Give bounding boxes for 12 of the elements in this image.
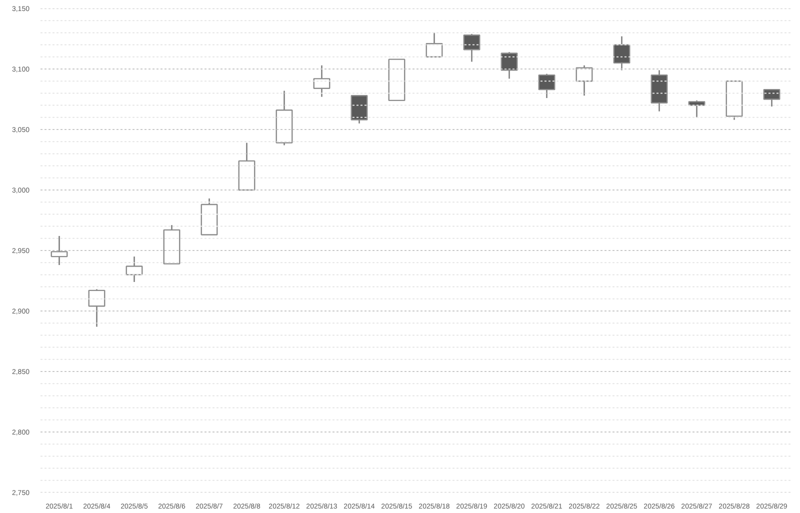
candlestick [688,100,706,118]
candlestick [126,256,143,283]
candlestick [500,51,518,80]
candlestick [50,235,68,266]
candlestick [426,32,443,58]
candlestick [576,64,593,96]
candlestick [88,288,106,328]
candlestick [763,88,780,108]
candlestick [538,73,556,99]
candlestick [613,36,630,71]
candlestick [313,64,330,98]
candlestick [463,33,480,62]
